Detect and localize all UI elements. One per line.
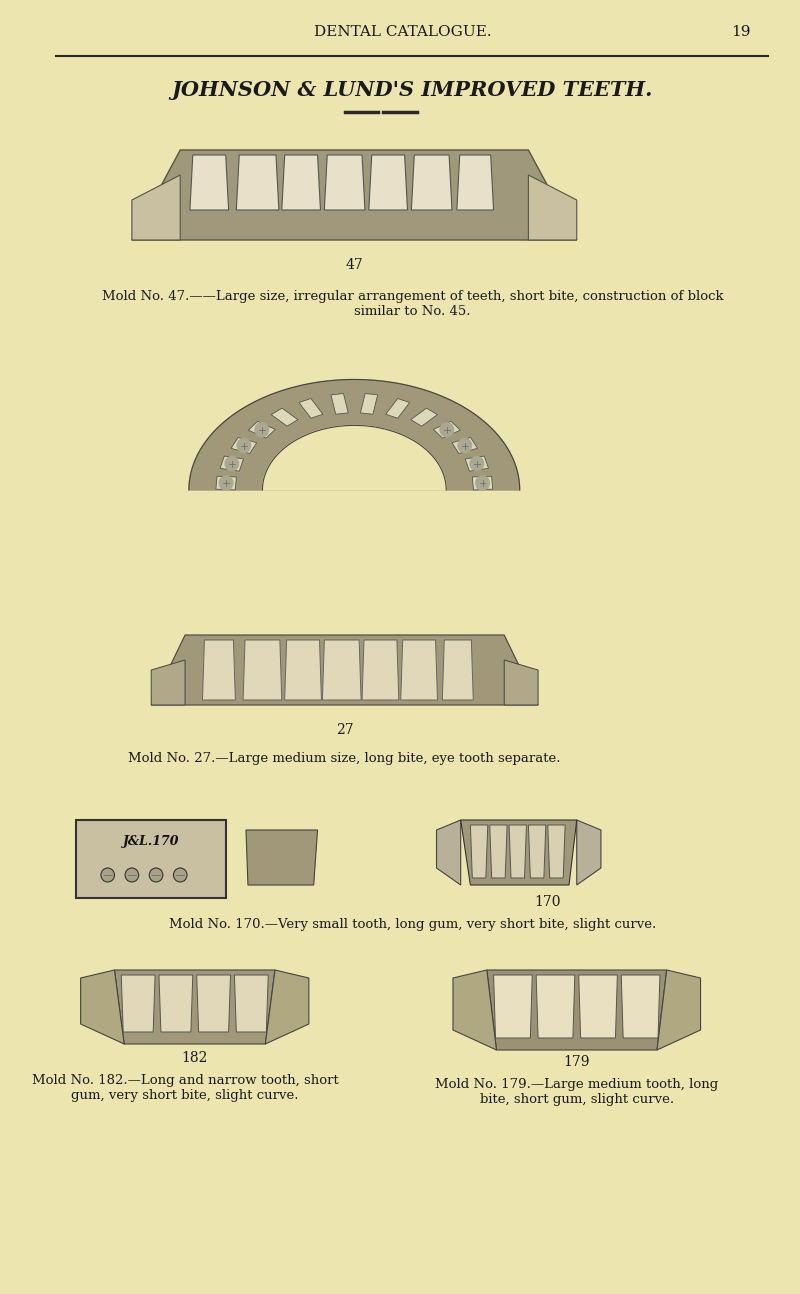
Polygon shape (457, 155, 494, 210)
Polygon shape (236, 155, 279, 210)
Polygon shape (122, 974, 155, 1033)
Polygon shape (657, 970, 701, 1049)
Polygon shape (132, 150, 577, 239)
Polygon shape (282, 835, 298, 880)
Polygon shape (472, 476, 493, 490)
Circle shape (101, 868, 114, 883)
Polygon shape (490, 826, 507, 879)
Polygon shape (151, 635, 538, 705)
Polygon shape (248, 835, 263, 880)
Polygon shape (578, 974, 618, 1038)
FancyBboxPatch shape (76, 820, 226, 898)
Polygon shape (536, 974, 575, 1038)
Polygon shape (234, 974, 268, 1033)
Polygon shape (361, 393, 378, 414)
Polygon shape (437, 820, 461, 885)
Polygon shape (81, 970, 124, 1044)
Polygon shape (197, 974, 230, 1033)
Polygon shape (189, 379, 520, 490)
Circle shape (255, 423, 269, 437)
Polygon shape (220, 455, 243, 471)
Polygon shape (401, 641, 438, 700)
Polygon shape (300, 835, 316, 880)
Polygon shape (453, 970, 497, 1049)
Text: J&L.170: J&L.170 (123, 836, 179, 849)
Polygon shape (452, 437, 478, 454)
Polygon shape (282, 155, 321, 210)
Polygon shape (202, 641, 235, 700)
Circle shape (150, 868, 163, 883)
Circle shape (470, 457, 484, 471)
Polygon shape (324, 155, 365, 210)
Circle shape (458, 439, 471, 453)
Polygon shape (465, 455, 489, 471)
Polygon shape (509, 826, 526, 879)
Polygon shape (369, 155, 407, 210)
Polygon shape (504, 660, 538, 705)
Text: 182: 182 (182, 1051, 208, 1065)
Polygon shape (461, 820, 577, 885)
Text: Mold No. 170.—Very small tooth, long gum, very short bite, slight curve.: Mold No. 170.—Very small tooth, long gum… (169, 917, 656, 930)
Text: 170: 170 (534, 895, 561, 908)
Polygon shape (528, 826, 546, 879)
Text: 179: 179 (563, 1055, 590, 1069)
Polygon shape (548, 826, 565, 879)
Polygon shape (410, 408, 438, 426)
Polygon shape (262, 426, 446, 490)
Text: 27: 27 (336, 723, 354, 738)
Text: JOHNSON & LUND'S IMPROVED TEETH.: JOHNSON & LUND'S IMPROVED TEETH. (172, 80, 653, 100)
Polygon shape (470, 826, 488, 879)
Polygon shape (159, 974, 193, 1033)
Circle shape (174, 868, 187, 883)
Polygon shape (271, 408, 298, 426)
Polygon shape (266, 835, 281, 880)
Polygon shape (114, 970, 275, 1044)
Polygon shape (386, 399, 410, 418)
Circle shape (225, 457, 238, 471)
Polygon shape (132, 175, 180, 239)
Text: Mold No. 27.—Large medium size, long bite, eye tooth separate.: Mold No. 27.—Large medium size, long bit… (128, 752, 561, 765)
Polygon shape (411, 155, 452, 210)
Polygon shape (331, 393, 348, 414)
Polygon shape (528, 175, 577, 239)
Polygon shape (190, 155, 229, 210)
Circle shape (237, 439, 250, 453)
Polygon shape (487, 970, 666, 1049)
Text: 19: 19 (731, 25, 751, 39)
Polygon shape (246, 829, 318, 885)
Polygon shape (622, 974, 660, 1038)
Polygon shape (494, 974, 532, 1038)
Polygon shape (299, 399, 323, 418)
Text: Mold No. 47.——Large size, irregular arrangement of teeth, short bite, constructi: Mold No. 47.——Large size, irregular arra… (102, 290, 723, 318)
Circle shape (219, 476, 233, 490)
Text: Mold No. 182.—Long and narrow tooth, short
gum, very short bite, slight curve.: Mold No. 182.—Long and narrow tooth, sho… (32, 1074, 338, 1102)
Text: 47: 47 (346, 258, 363, 272)
Polygon shape (322, 641, 361, 700)
Text: DENTAL CATALOGUE.: DENTAL CATALOGUE. (314, 25, 491, 39)
Polygon shape (442, 641, 474, 700)
Circle shape (476, 476, 490, 490)
Polygon shape (248, 422, 275, 439)
Circle shape (125, 868, 138, 883)
Polygon shape (285, 641, 322, 700)
Polygon shape (434, 422, 460, 439)
Polygon shape (243, 641, 282, 700)
Circle shape (440, 423, 454, 437)
Polygon shape (266, 970, 309, 1044)
Polygon shape (151, 660, 185, 705)
Polygon shape (216, 476, 236, 490)
Polygon shape (577, 820, 601, 885)
Polygon shape (362, 641, 399, 700)
Polygon shape (231, 437, 257, 454)
Text: Mold No. 179.—Large medium tooth, long
bite, short gum, slight curve.: Mold No. 179.—Large medium tooth, long b… (435, 1078, 718, 1106)
